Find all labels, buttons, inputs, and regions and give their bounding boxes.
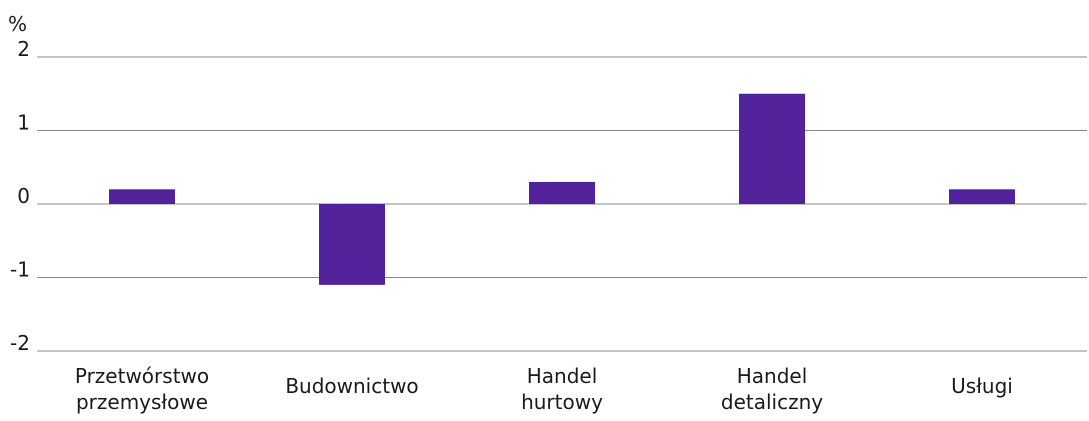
x-category-label-line: hurtowy	[521, 390, 603, 414]
bar	[109, 189, 175, 204]
y-tick-labels: 2 1 0 -1 -2	[10, 37, 30, 355]
x-category-label-line: Handel	[527, 364, 598, 388]
bar	[949, 189, 1015, 204]
x-category-label-line: Budownictwo	[285, 374, 418, 398]
x-category-label-line: przemysłowe	[76, 390, 208, 414]
x-category-label: Usługi	[951, 374, 1013, 398]
x-category-label-line: detaliczny	[721, 390, 823, 414]
x-category-label-line: Handel	[737, 364, 808, 388]
bars	[109, 93, 1015, 285]
category-labels: Przetwórstwo przemysłowe Budownictwo Handel…	[75, 364, 1013, 414]
y-tick-label: 0	[17, 184, 30, 208]
y-tick-label: 1	[17, 111, 30, 135]
bar	[319, 204, 385, 285]
y-axis-unit-label: %	[8, 12, 27, 36]
bar	[529, 181, 595, 204]
x-category-label: Budownictwo	[285, 374, 418, 398]
x-category-label: Handel detaliczny	[721, 364, 823, 414]
y-tick-label: -1	[10, 258, 30, 282]
x-category-label: Przetwórstwo przemysłowe	[75, 364, 209, 414]
x-category-label: Handel hurtowy	[521, 364, 603, 414]
y-tick-label: -2	[10, 331, 30, 355]
x-category-label-line: Przetwórstwo	[75, 364, 209, 388]
y-tick-label: 2	[17, 37, 30, 61]
x-category-label-line: Usługi	[951, 374, 1013, 398]
bar	[739, 93, 805, 204]
